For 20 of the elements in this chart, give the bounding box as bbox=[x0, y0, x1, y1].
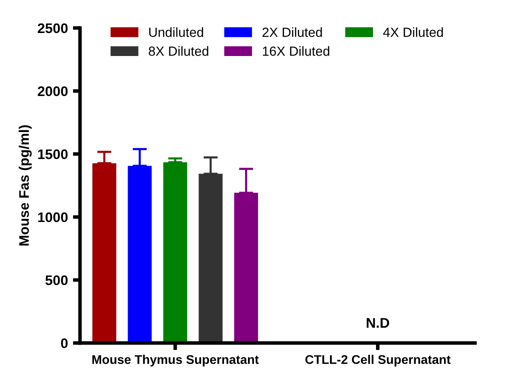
y-tick-label: 0 bbox=[61, 338, 68, 348]
y-tick-label: 500 bbox=[45, 275, 68, 286]
bar bbox=[128, 166, 152, 343]
legend-label: 16X Diluted bbox=[262, 46, 330, 56]
legend-label: 8X Diluted bbox=[148, 46, 208, 56]
bar bbox=[234, 192, 258, 343]
legend-label: 4X Diluted bbox=[383, 27, 443, 37]
y-axis-title: Mouse Fas (pg/ml) bbox=[18, 125, 32, 246]
x-tick-label: Mouse Thymus Supernatant bbox=[92, 354, 259, 366]
legend-label: 2X Diluted bbox=[262, 27, 322, 37]
legend-label: Undiluted bbox=[149, 27, 204, 37]
bar bbox=[198, 174, 223, 343]
y-tick-label: 1000 bbox=[38, 212, 68, 222]
annotation: N.D bbox=[366, 318, 390, 328]
y-tick-label: 2000 bbox=[38, 86, 68, 96]
x-tick-label: CTLL-2 Cell Supernatant bbox=[305, 354, 451, 366]
y-tick-label: 1500 bbox=[38, 149, 68, 160]
bar bbox=[163, 162, 188, 343]
y-tick-label: 2500 bbox=[38, 23, 68, 34]
bar bbox=[92, 163, 116, 343]
